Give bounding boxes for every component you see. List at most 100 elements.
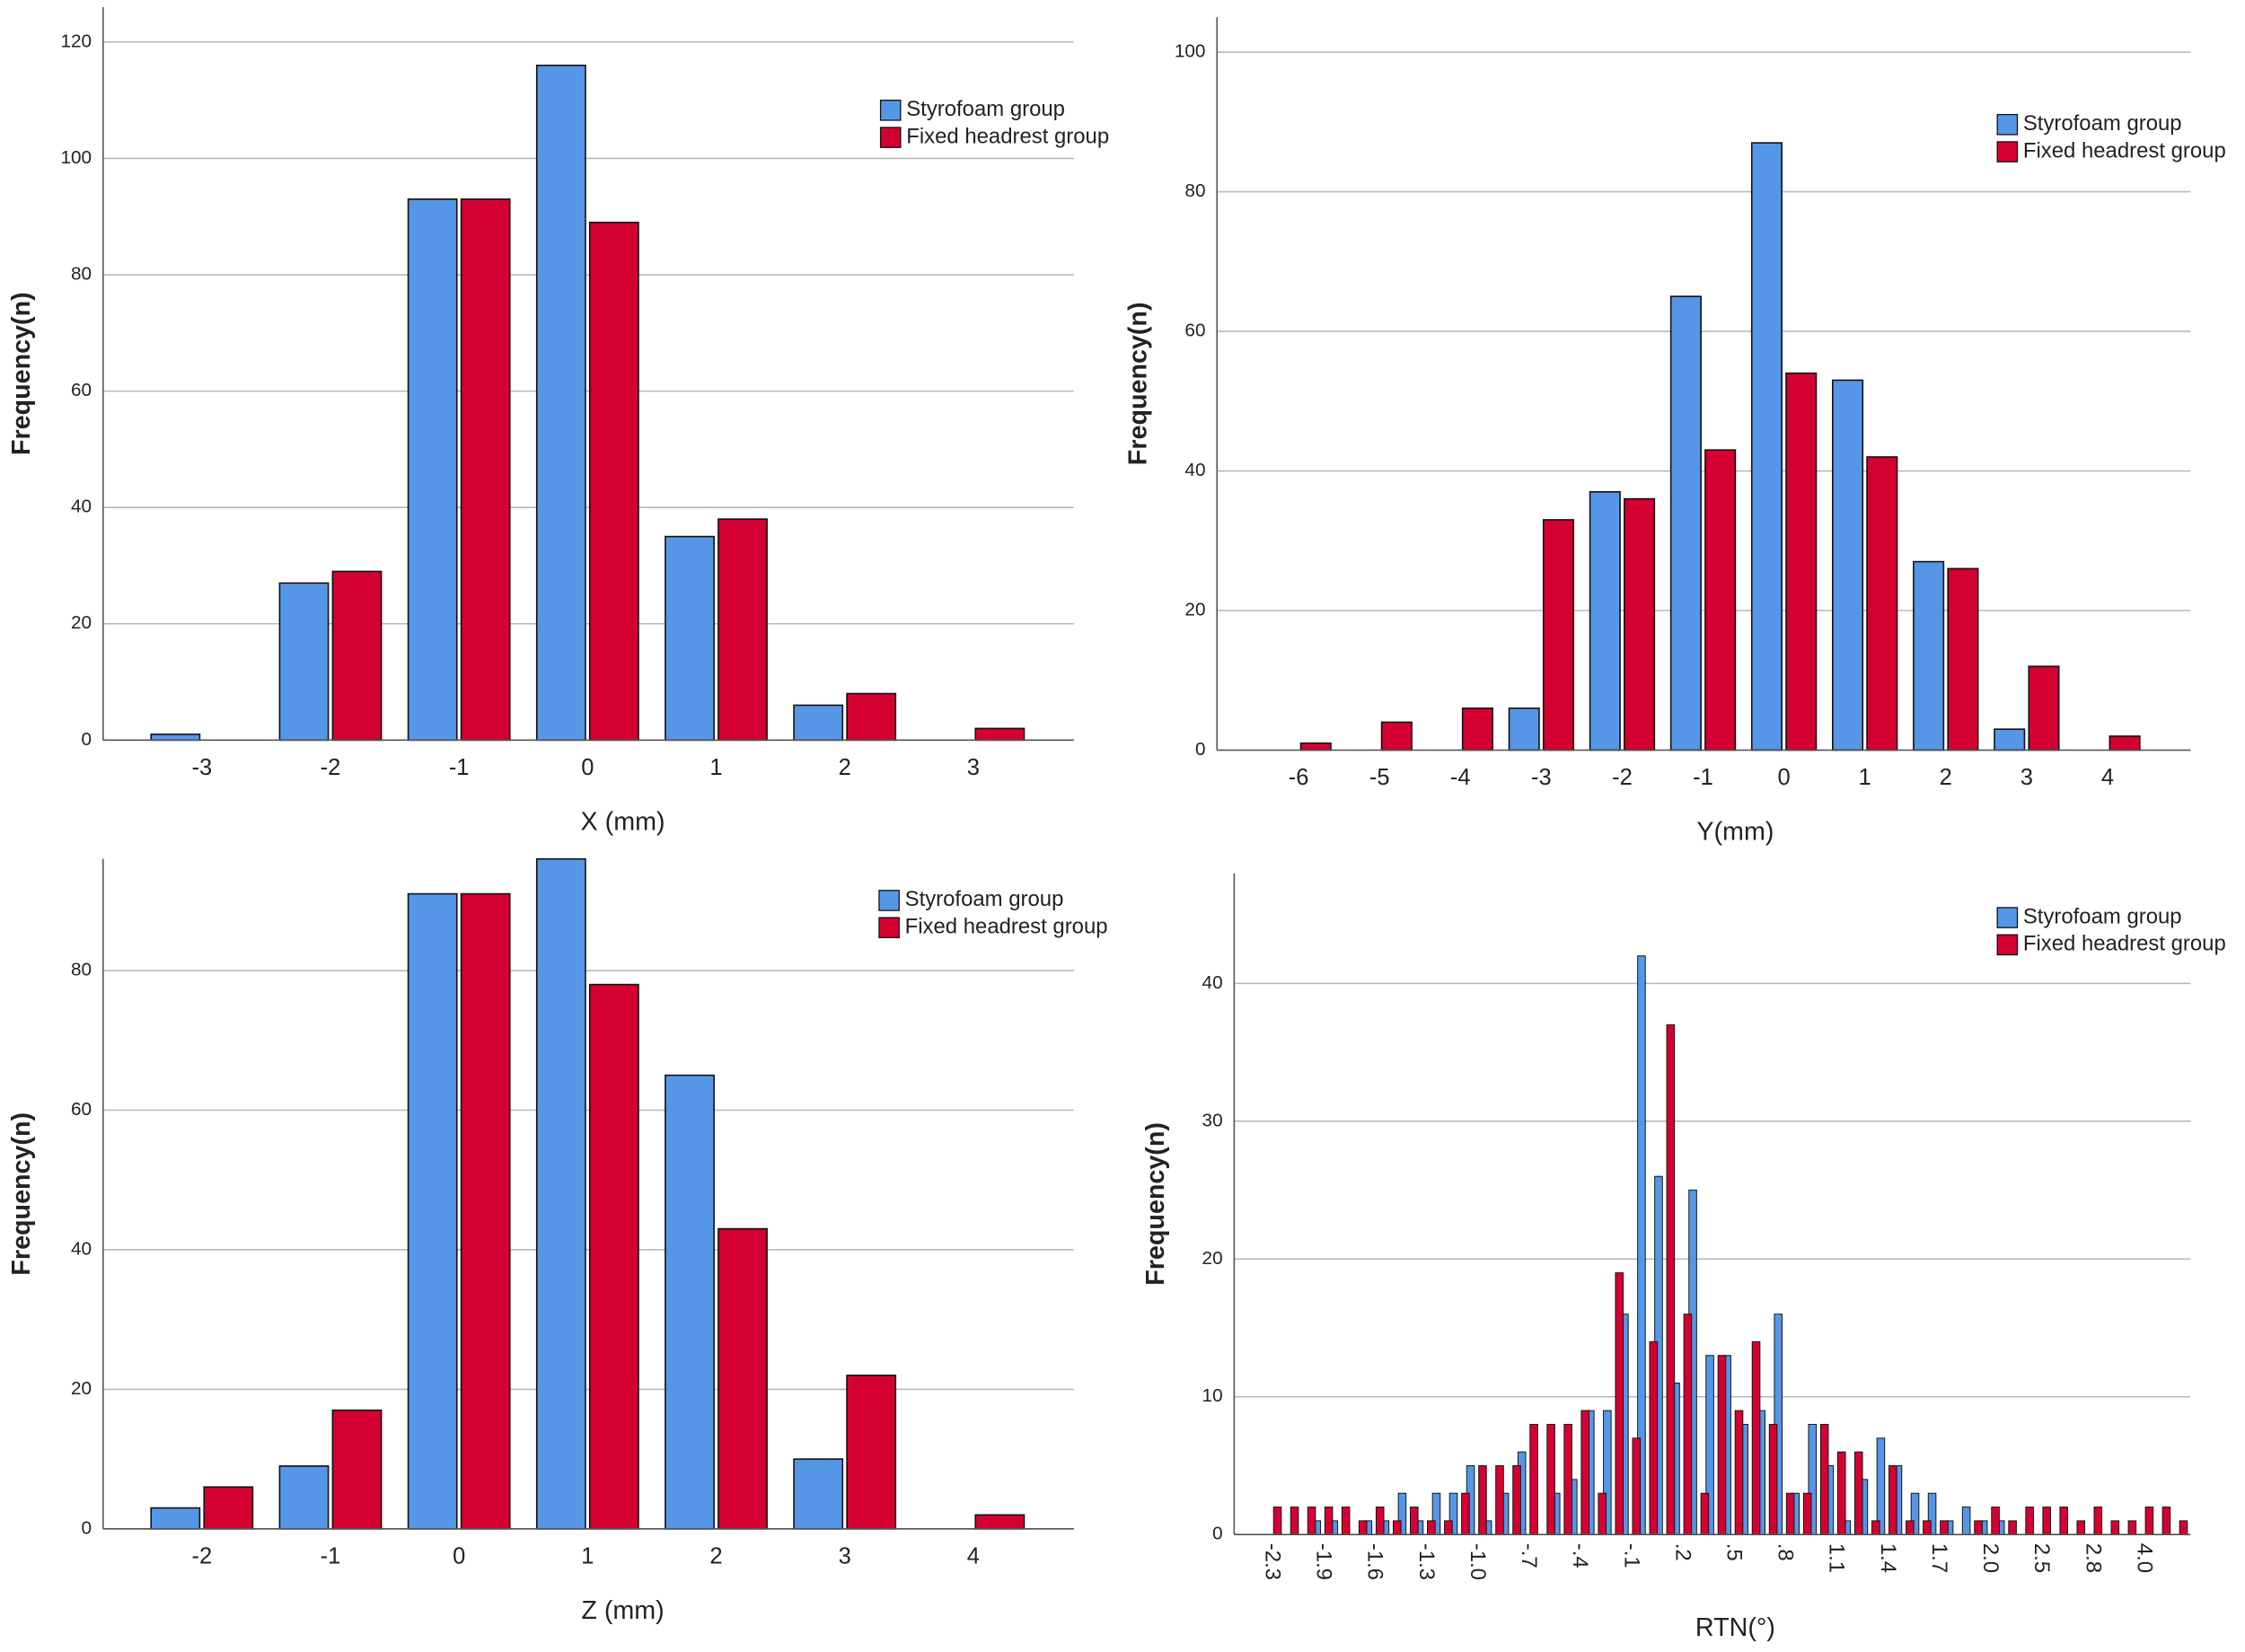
legend-label: Styrofoam group (906, 97, 1065, 121)
x-tick-label: 2 (839, 755, 851, 780)
x-tick-label: -1 (449, 755, 470, 780)
bar (1750, 142, 1783, 751)
bar (1444, 1520, 1453, 1535)
bar (588, 221, 639, 742)
x-axis-title: Z (mm) (581, 1596, 664, 1625)
bar (1876, 1437, 1886, 1535)
bar (1598, 1492, 1607, 1535)
legend-swatch (878, 917, 900, 938)
x-tick-label: -6 (1289, 765, 1309, 790)
bar (718, 518, 768, 742)
bar (1888, 1465, 1897, 1535)
bar (2109, 735, 2141, 751)
x-tick-label: -1.3 (1414, 1543, 1439, 1580)
x-tick-label: -1.9 (1312, 1543, 1336, 1580)
bar (2093, 1507, 2103, 1535)
x-tick-label: -1.0 (1466, 1543, 1490, 1580)
bar (1341, 1507, 1351, 1535)
bar (1380, 721, 1413, 751)
bar (1512, 1465, 1521, 1535)
bar (1802, 1492, 1812, 1535)
bar (1704, 449, 1737, 751)
bar (2144, 1507, 2154, 1535)
y-tick-label: 20 (71, 612, 92, 633)
bar (1913, 560, 1945, 751)
legend-label: Fixed headrest group (906, 124, 1109, 148)
x-tick-label: -2 (321, 755, 341, 780)
bar (1563, 1423, 1572, 1535)
y-axis-title: Frequency(n) (7, 292, 36, 455)
bar (1768, 1423, 1778, 1535)
legend-label: Styrofoam group (2023, 904, 2182, 928)
bar (1478, 1465, 1487, 1535)
legend-label: Fixed headrest group (2023, 932, 2226, 956)
bar (278, 582, 330, 742)
bar (1529, 1423, 1538, 1535)
legend-label: Fixed headrest group (905, 915, 1108, 939)
y-tick-label: 0 (82, 729, 92, 750)
bar (278, 1465, 330, 1530)
legend-swatch (1996, 113, 2019, 136)
x-axis-title: RTN(°) (1695, 1613, 1775, 1642)
bar (1991, 1507, 2000, 1535)
x-tick-label: -4 (1450, 765, 1471, 790)
bar (150, 1507, 201, 1530)
y-axis-title: Frequency(n) (1141, 1122, 1170, 1286)
x-tick-label: -1.6 (1363, 1543, 1387, 1580)
bar (1461, 1492, 1470, 1535)
bar (1717, 1355, 1727, 1535)
x-tick-label: -.7 (1517, 1543, 1541, 1569)
bar (2059, 1507, 2068, 1535)
y-tick-label: 60 (71, 1099, 92, 1120)
y-axis-title: Frequency(n) (1124, 302, 1153, 465)
bar (2179, 1520, 2188, 1535)
bar (1624, 497, 1656, 751)
x-tick-label: 1 (709, 755, 722, 780)
bar (1461, 707, 1493, 751)
x-tick-label: 2.8 (2081, 1543, 2105, 1573)
bar (460, 892, 511, 1530)
bar (2008, 1520, 2017, 1535)
bar (407, 198, 458, 742)
bar (1666, 1024, 1676, 1535)
legend-label: Styrofoam group (2023, 111, 2182, 136)
bar (1375, 1507, 1385, 1535)
bar (2025, 1507, 2034, 1535)
x-axis-title: Y(mm) (1696, 818, 1774, 847)
bar (974, 1514, 1026, 1530)
x-tick-label: 4.0 (2132, 1543, 2156, 1573)
bar (1410, 1507, 1419, 1535)
legend-label: Styrofoam group (905, 887, 1064, 911)
bar (2076, 1520, 2086, 1535)
bar (846, 692, 897, 742)
x-tick-label: 4 (967, 1543, 980, 1569)
x-tick-label: -2.3 (1261, 1543, 1285, 1580)
x-tick-label: -.4 (1568, 1543, 1592, 1569)
bar (1785, 372, 1818, 751)
panel: 0 20 40 60 80 -2 -1 0 1 2 3 4 Z (mm) Frequency(n) Styr… (7, 857, 1108, 1625)
bar (1580, 1410, 1589, 1535)
y-tick-label: 40 (1184, 460, 1205, 480)
x-tick-label: 1.1 (1825, 1543, 1849, 1573)
panel: 0 20 40 60 80 100 120 -3 -2 -1 0 1 2 3 X (mm) Frequency… (7, 7, 1109, 836)
y-tick-label: 60 (71, 380, 92, 400)
bar (1871, 1520, 1880, 1535)
y-tick-label: 80 (1184, 180, 1205, 201)
bar (1961, 1507, 1971, 1535)
legend-swatch (879, 127, 902, 148)
y-axis-title: Frequency(n) (7, 1112, 36, 1276)
bar (1734, 1410, 1744, 1535)
x-axis-title: X (mm) (581, 807, 665, 836)
y-tick-label: 80 (71, 264, 92, 285)
legend-swatch (878, 890, 900, 911)
legend-swatch (879, 100, 902, 121)
bar (1947, 567, 1979, 751)
x-tick-label: -.1 (1619, 1543, 1643, 1569)
x-tick-label: 0 (453, 1543, 465, 1569)
x-tick-label: 4 (2101, 765, 2114, 790)
bar (1832, 379, 1864, 751)
bar (1906, 1520, 1915, 1535)
bar (793, 1458, 844, 1530)
